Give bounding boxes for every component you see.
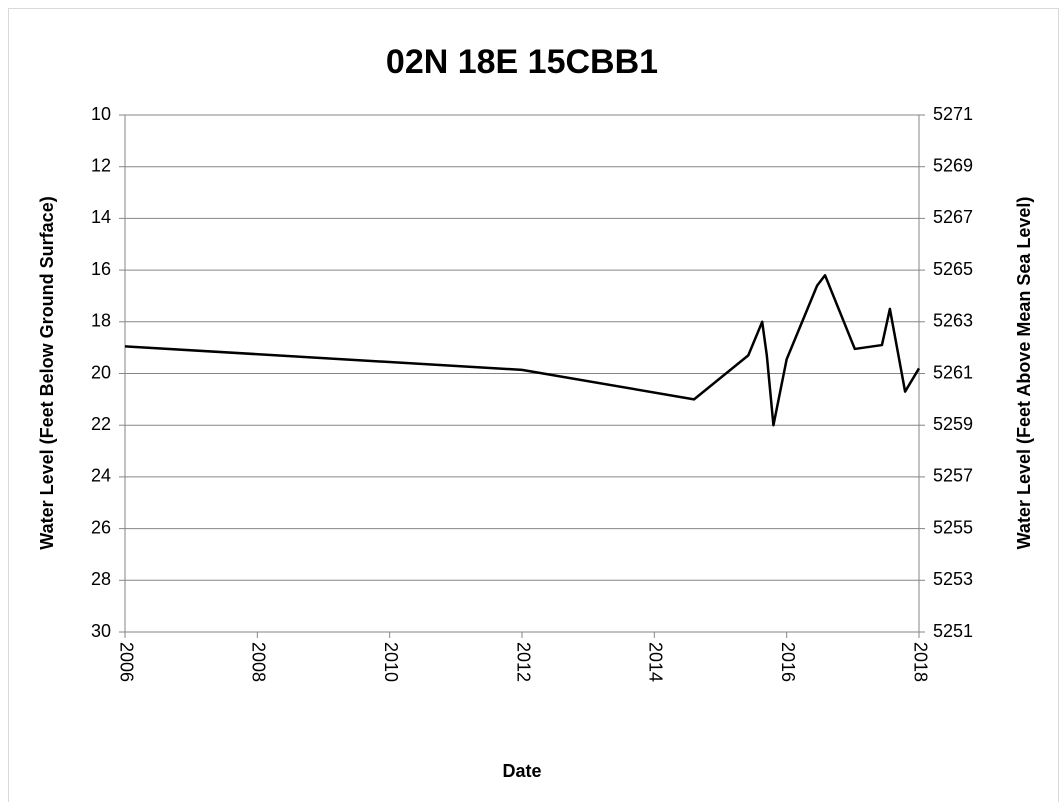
y-tick-label: 30 xyxy=(91,621,111,641)
y2-tick-label: 5257 xyxy=(933,466,973,486)
y-tick-label: 18 xyxy=(91,311,111,331)
x-tick-label: 2010 xyxy=(381,642,401,682)
y-tick-label: 24 xyxy=(91,466,111,486)
y-axis-title: Water Level (Feet Below Ground Surface) xyxy=(37,196,57,549)
y2-tick-label: 5263 xyxy=(933,311,973,331)
y2-tick-label: 5269 xyxy=(933,155,973,175)
y2-tick-label: 5255 xyxy=(933,517,973,537)
x-tick-label: 2006 xyxy=(116,642,136,682)
y2-tick-label: 5251 xyxy=(933,621,973,641)
x-axis-title: Date xyxy=(502,761,541,781)
x-tick-label: 2012 xyxy=(513,642,533,682)
x-tick-label: 2018 xyxy=(910,642,930,682)
y2-tick-label: 5271 xyxy=(933,104,973,124)
x-tick-label: 2016 xyxy=(778,642,798,682)
y2-axis-title: Water Level (Feet Above Mean Sea Level) xyxy=(1014,197,1034,550)
y2-tick-label: 5259 xyxy=(933,414,973,434)
y2-tick-label: 5265 xyxy=(933,259,973,279)
y-tick-label: 12 xyxy=(91,155,111,175)
y2-tick-label: 5253 xyxy=(933,569,973,589)
y-tick-label: 22 xyxy=(91,414,111,434)
y-tick-label: 28 xyxy=(91,569,111,589)
chart-title: 02N 18E 15CBB1 xyxy=(386,43,658,81)
y-tick-label: 10 xyxy=(91,104,111,124)
x-tick-label: 2008 xyxy=(249,642,269,682)
chart-frame xyxy=(8,8,1059,802)
x-tick-label: 2014 xyxy=(646,642,666,682)
y-tick-label: 20 xyxy=(91,362,111,382)
y2-tick-label: 5261 xyxy=(933,362,973,382)
y-tick-label: 26 xyxy=(91,517,111,537)
y-tick-label: 16 xyxy=(91,259,111,279)
data-line xyxy=(124,274,921,427)
y-tick-label: 14 xyxy=(91,207,111,227)
y2-tick-label: 5267 xyxy=(933,207,973,227)
